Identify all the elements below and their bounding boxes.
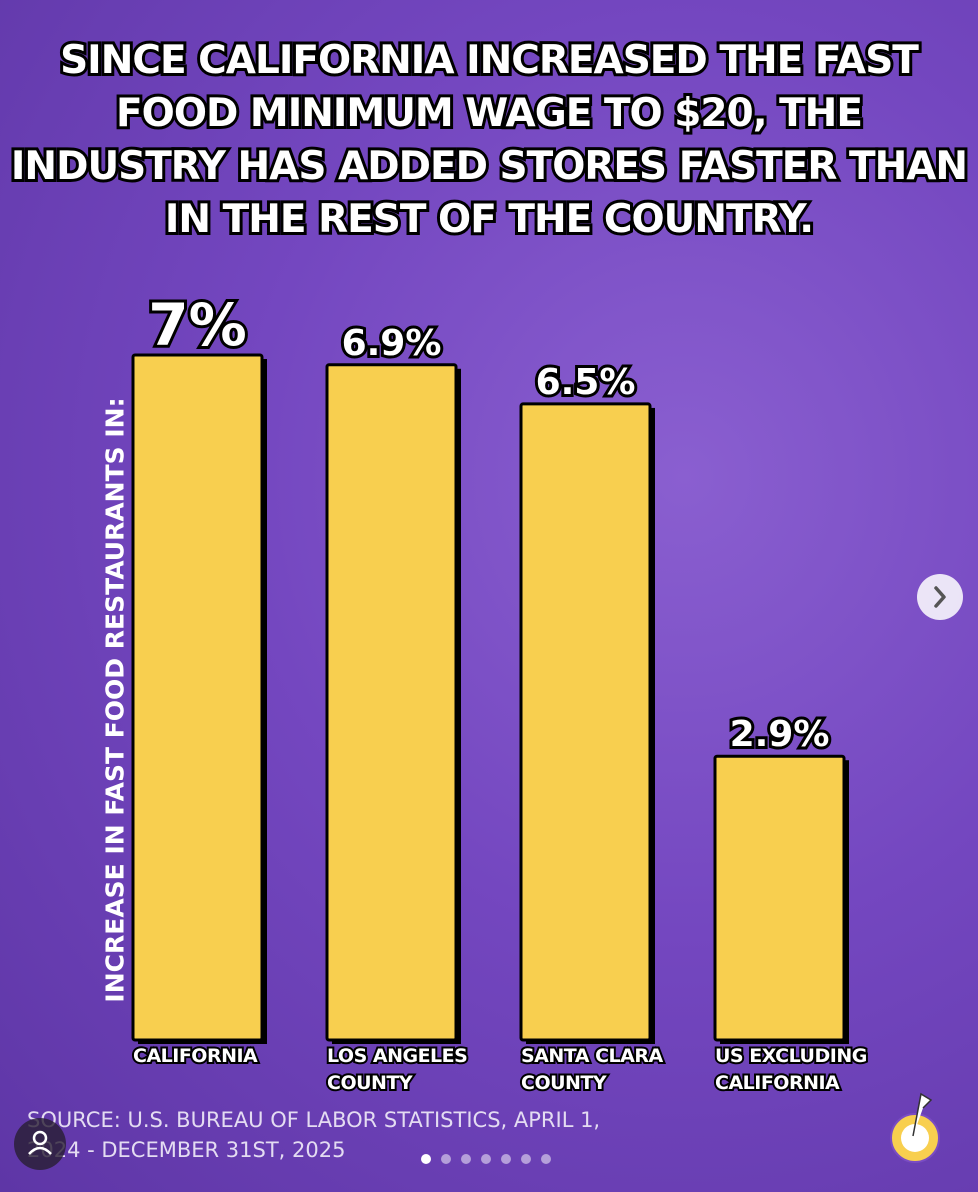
dot (441, 1154, 451, 1164)
value-label: 6.9% (342, 323, 442, 364)
value-label: 6.5% (536, 362, 636, 403)
bar (519, 402, 652, 1042)
union-logo (890, 1092, 940, 1163)
bar (325, 363, 458, 1042)
category-label: CALIFORNIA (131, 1043, 260, 1069)
dot (481, 1154, 491, 1164)
profile-icon (28, 1130, 52, 1155)
value-label: 7% (148, 291, 246, 359)
next-button[interactable] (917, 574, 963, 620)
category-label: SANTA CLARA COUNTY (519, 1043, 665, 1096)
value-label: 2.9% (730, 714, 830, 755)
dot (521, 1154, 531, 1164)
dot (461, 1154, 471, 1164)
category-label: LOS ANGELES COUNTY (325, 1043, 470, 1096)
bar (713, 754, 846, 1042)
carousel-dots (421, 1154, 551, 1164)
category-label: US EXCLUDING CALIFORNIA (713, 1043, 869, 1096)
dot-active (421, 1154, 431, 1164)
profile-button[interactable] (14, 1118, 66, 1170)
source-note: SOURCE: U.S. BUREAU OF LABOR STATISTICS,… (27, 1108, 601, 1162)
dot (501, 1154, 511, 1164)
bar (131, 353, 264, 1042)
chart-title: SINCE CALIFORNIA INCREASED THE FAST FOOD… (8, 35, 971, 245)
y-axis-label: INCREASE IN FAST FOOD RESTAURANTS IN: (100, 397, 130, 1003)
chevron-icon (934, 586, 946, 608)
dot (541, 1154, 551, 1164)
